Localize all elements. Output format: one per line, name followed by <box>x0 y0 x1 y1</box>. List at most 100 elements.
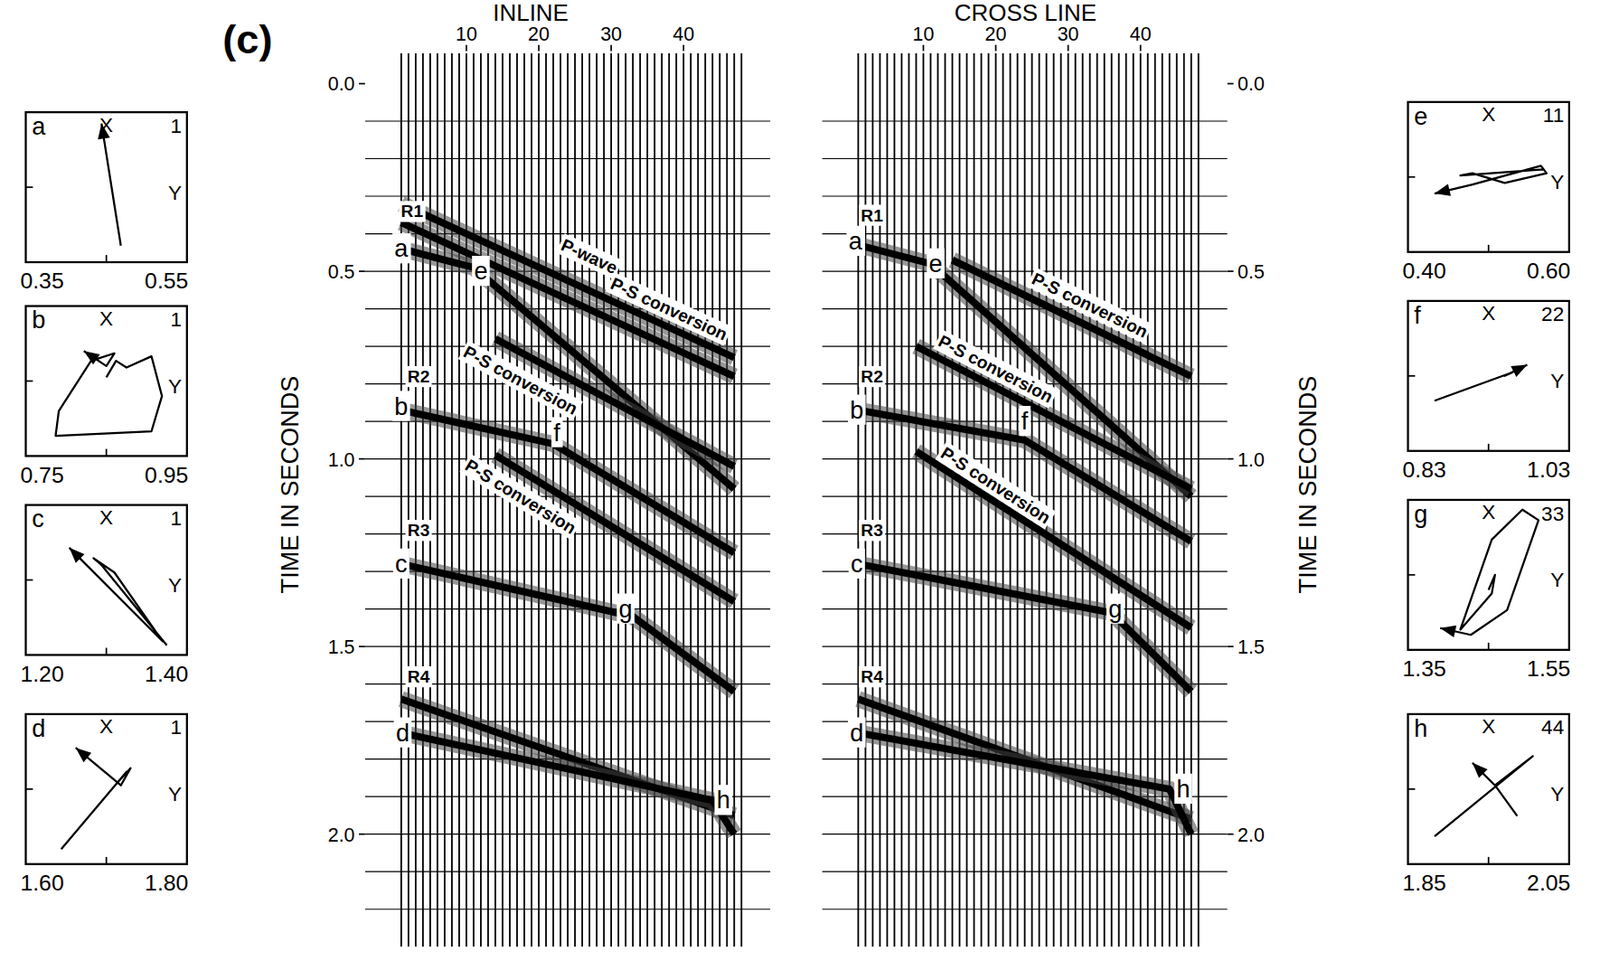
axis-title: TIME IN SECONDS <box>1293 376 1322 594</box>
y-tick-label: 2.0 <box>328 824 356 847</box>
event-label: P-S conversion <box>461 455 580 538</box>
annotation: e <box>926 248 945 279</box>
window-label: 2.05 <box>1526 870 1571 895</box>
trace <box>494 53 497 948</box>
label-ground <box>926 248 945 279</box>
trace <box>973 53 976 948</box>
event-label: P-S conversion <box>935 331 1057 407</box>
event <box>401 733 735 835</box>
arrowhead <box>1434 184 1451 197</box>
x-tick <box>465 45 468 52</box>
annotation: R2 <box>858 366 885 387</box>
frame-tick <box>1487 443 1490 452</box>
y-tick <box>358 833 366 836</box>
pick-letter: d <box>395 718 410 747</box>
trace <box>1197 53 1200 948</box>
hodogram-plot <box>1434 755 1534 837</box>
trace <box>400 53 403 948</box>
hodogram: gXY331.351.55 <box>1402 499 1571 681</box>
hodogram: dXY11.601.80 <box>19 714 189 895</box>
particle-motion <box>69 547 168 646</box>
y-tick <box>358 645 366 648</box>
window-label: 0.60 <box>1526 258 1571 283</box>
event <box>401 410 735 554</box>
annotation: P-S conversion <box>1026 267 1154 344</box>
trace <box>930 53 932 948</box>
reflector-label: R4 <box>860 667 884 687</box>
window-label: 1.80 <box>144 870 189 895</box>
axis-label: Y <box>1550 568 1564 592</box>
pick-letter: f <box>1021 406 1029 435</box>
reflector-label: R1 <box>401 201 424 221</box>
particle-motion <box>1440 509 1539 636</box>
trace-number: 1 <box>170 507 183 530</box>
annotation: g <box>616 593 635 624</box>
y-tick <box>1227 458 1234 461</box>
hodogram-letter: f <box>1413 301 1422 330</box>
trace <box>1053 53 1055 948</box>
frame-tick <box>105 449 108 457</box>
hodogram: cXY11.201.40 <box>19 504 189 686</box>
plot-area <box>821 53 1227 948</box>
panel-title: INLINE <box>492 0 569 26</box>
axis-label: Y <box>1550 170 1564 194</box>
label-ground <box>555 233 623 280</box>
frame-tick <box>1487 244 1490 253</box>
pick-letter: a <box>848 226 864 255</box>
frame-tick <box>26 579 34 582</box>
annotation: c <box>848 548 866 579</box>
label-ground <box>405 666 433 688</box>
x-tick <box>610 45 612 52</box>
hodogram: aXY10.350.55 <box>19 112 189 293</box>
event-halo <box>401 203 735 358</box>
event-band <box>401 564 735 692</box>
annotation: h <box>714 784 733 815</box>
hodogram: hXY441.852.05 <box>1402 714 1571 895</box>
trace <box>879 53 882 948</box>
trace <box>966 53 969 948</box>
label-ground <box>858 366 885 387</box>
annotation: d <box>847 717 866 748</box>
trace <box>487 53 490 948</box>
label-ground <box>847 717 866 748</box>
frame-tick <box>26 186 34 189</box>
x-tick <box>1067 45 1070 52</box>
event-band <box>857 564 1191 692</box>
trace <box>429 53 432 948</box>
frame-tick <box>105 648 108 656</box>
annotation: a <box>392 233 412 264</box>
trace <box>865 53 867 948</box>
event-halo <box>401 564 735 692</box>
y-tick-label: 0.5 <box>1237 261 1265 283</box>
event <box>857 564 1191 692</box>
label-ground <box>392 390 411 421</box>
annotations: P-waveP-S conversionR1aeP-S conversionR2… <box>392 200 733 815</box>
label-ground <box>932 329 1059 409</box>
label-ground <box>605 272 734 347</box>
event-band <box>857 733 1191 835</box>
pick-letter: c <box>395 549 408 578</box>
event-label: P-wave <box>558 235 622 278</box>
hodogram-frame <box>1408 499 1570 650</box>
annotation: c <box>393 548 410 579</box>
particle-motion <box>1434 364 1528 401</box>
y-tick-label: 1.0 <box>328 449 356 471</box>
y-tick <box>1227 645 1234 648</box>
label-ground <box>394 717 413 748</box>
trace <box>959 53 961 948</box>
axis-label: X <box>99 715 113 738</box>
hodogram: eXY110.400.60 <box>1402 102 1571 283</box>
section-panel: 0.00.51.01.52.010203040INLINETIME IN SEC… <box>275 0 771 947</box>
annotation: P-S conversion <box>932 329 1059 409</box>
window-label: 1.85 <box>1402 870 1446 895</box>
event-halo <box>857 244 1191 497</box>
frame-tick <box>1487 856 1490 865</box>
pick-letter: a <box>394 234 409 263</box>
frame-tick <box>1487 642 1490 650</box>
label-ground <box>405 519 433 541</box>
arrowhead <box>1510 364 1527 377</box>
event-halo <box>857 564 1191 692</box>
pick-letter: b <box>849 395 864 424</box>
trace <box>857 53 860 948</box>
pick-letter: f <box>553 418 561 447</box>
